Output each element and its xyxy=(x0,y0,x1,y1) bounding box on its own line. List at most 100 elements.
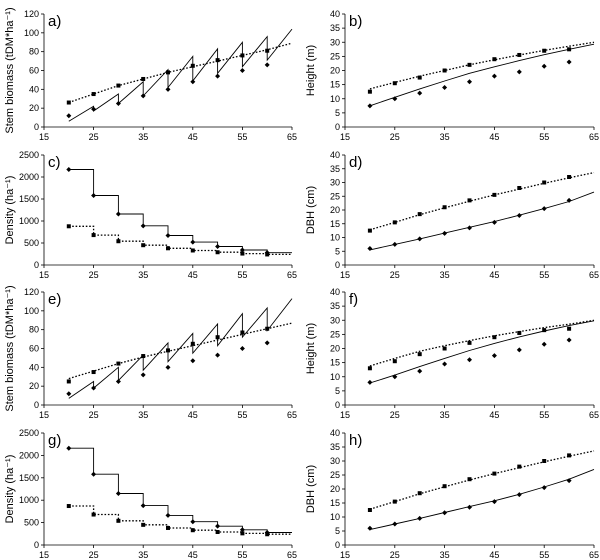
square-marker xyxy=(367,366,372,371)
solid-model-line xyxy=(369,191,595,251)
square-marker xyxy=(467,62,472,67)
x-tick-label: 65 xyxy=(589,132,599,142)
x-tick-label: 65 xyxy=(287,410,297,420)
x-tick-label: 65 xyxy=(589,550,599,560)
x-tick-label: 65 xyxy=(287,550,297,560)
diamond-marker xyxy=(367,246,373,251)
x-tick-label: 55 xyxy=(237,270,247,280)
square-marker xyxy=(91,92,96,97)
x-tick-label: 25 xyxy=(390,270,400,280)
diamond-marker xyxy=(417,515,423,521)
panel-g: 0 500 1000 1500 2000 2500 15 25 35 45 55 65 Density … xyxy=(4,428,297,560)
diamond-marker xyxy=(215,352,221,358)
square-marker xyxy=(190,248,195,253)
x-tick-label: 45 xyxy=(188,132,198,142)
diamond-marker xyxy=(91,192,97,198)
square-marker xyxy=(492,57,497,62)
y-tick-label: 20 xyxy=(330,205,340,215)
square-marker xyxy=(392,359,397,364)
diamond-marker xyxy=(66,445,72,451)
x-tick-label: 65 xyxy=(287,132,297,142)
diamond-marker xyxy=(566,337,572,343)
square-marker xyxy=(542,328,547,333)
solid-model-line xyxy=(68,447,292,533)
x-tick-label: 45 xyxy=(489,410,499,420)
y-tick-label: 30 xyxy=(330,456,340,466)
square-marker xyxy=(116,518,121,523)
y-tick-label: 80 xyxy=(29,325,39,335)
panel-label: g) xyxy=(48,432,61,449)
y-tick-label: 100 xyxy=(24,306,39,316)
square-marker xyxy=(442,346,447,351)
y-tick-label: 15 xyxy=(330,498,340,508)
y-tick-label: 40 xyxy=(330,9,340,19)
square-marker xyxy=(215,58,220,63)
square-marker xyxy=(141,76,146,81)
diamond-marker xyxy=(140,223,146,229)
diamond-marker xyxy=(516,492,522,498)
square-marker xyxy=(240,330,245,335)
x-tick-label: 55 xyxy=(539,410,549,420)
diamond-marker xyxy=(392,96,398,102)
y-tick-label: 25 xyxy=(330,191,340,201)
y-tick-label: 1500 xyxy=(19,194,39,204)
square-marker xyxy=(567,175,572,179)
diamond-marker xyxy=(115,490,121,496)
diamond-marker xyxy=(417,236,423,242)
y-tick-label: 20 xyxy=(330,344,340,354)
x-tick-label: 55 xyxy=(237,410,247,420)
square-marker xyxy=(392,220,397,225)
square-marker xyxy=(141,243,146,248)
diamond-marker xyxy=(91,106,97,112)
x-tick-label: 15 xyxy=(39,132,49,142)
x-tick-label: 15 xyxy=(340,550,350,560)
x-tick-label: 65 xyxy=(589,410,599,420)
square-marker xyxy=(367,89,372,94)
diamond-marker xyxy=(442,230,448,236)
y-tick-label: 0 xyxy=(34,260,39,270)
y-tick-label: 10 xyxy=(330,94,340,104)
dotted-model-line xyxy=(369,41,595,90)
square-marker xyxy=(467,340,472,345)
solid-model-line xyxy=(369,43,595,107)
diamond-marker xyxy=(115,100,121,106)
x-tick-label: 35 xyxy=(138,550,148,560)
x-tick-label: 45 xyxy=(489,132,499,142)
y-tick-label: 2500 xyxy=(19,150,39,160)
diamond-marker xyxy=(190,358,196,364)
square-marker xyxy=(442,68,447,73)
square-marker xyxy=(66,224,71,229)
panel-label: c) xyxy=(48,154,61,171)
y-tick-label: 1000 xyxy=(19,216,39,226)
y-axis-title: DBH (cm) xyxy=(305,465,317,513)
square-marker xyxy=(517,186,522,190)
diamond-marker xyxy=(392,241,398,247)
y-tick-label: 35 xyxy=(330,23,340,33)
y-axis-title: Stem biomass (tDM*ha⁻¹) xyxy=(4,7,16,133)
diamond-marker xyxy=(140,503,146,509)
y-tick-label: 0 xyxy=(335,400,340,410)
diamond-marker xyxy=(190,239,196,245)
diamond-marker xyxy=(91,471,97,477)
square-marker xyxy=(367,508,372,512)
diamond-marker xyxy=(367,103,373,109)
y-tick-label: 1500 xyxy=(19,473,39,483)
panel-c: 0 500 1000 1500 2000 2500 15 25 35 45 55 65 Density … xyxy=(4,150,297,280)
x-tick-label: 25 xyxy=(89,410,99,420)
y-tick-label: 120 xyxy=(24,9,39,19)
y-tick-label: 2500 xyxy=(19,428,39,438)
diamond-marker xyxy=(491,73,497,79)
square-marker xyxy=(166,70,170,75)
diamond-marker xyxy=(417,90,423,96)
y-tick-label: 25 xyxy=(330,51,340,61)
square-marker xyxy=(542,48,547,53)
diamond-marker xyxy=(239,68,245,73)
square-marker xyxy=(517,330,522,335)
y-tick-label: 20 xyxy=(29,103,39,113)
y-tick-label: 40 xyxy=(29,84,39,94)
diamond-marker xyxy=(115,378,121,384)
diamond-marker xyxy=(442,510,448,516)
diamond-marker xyxy=(66,167,72,173)
x-tick-label: 35 xyxy=(138,410,148,420)
